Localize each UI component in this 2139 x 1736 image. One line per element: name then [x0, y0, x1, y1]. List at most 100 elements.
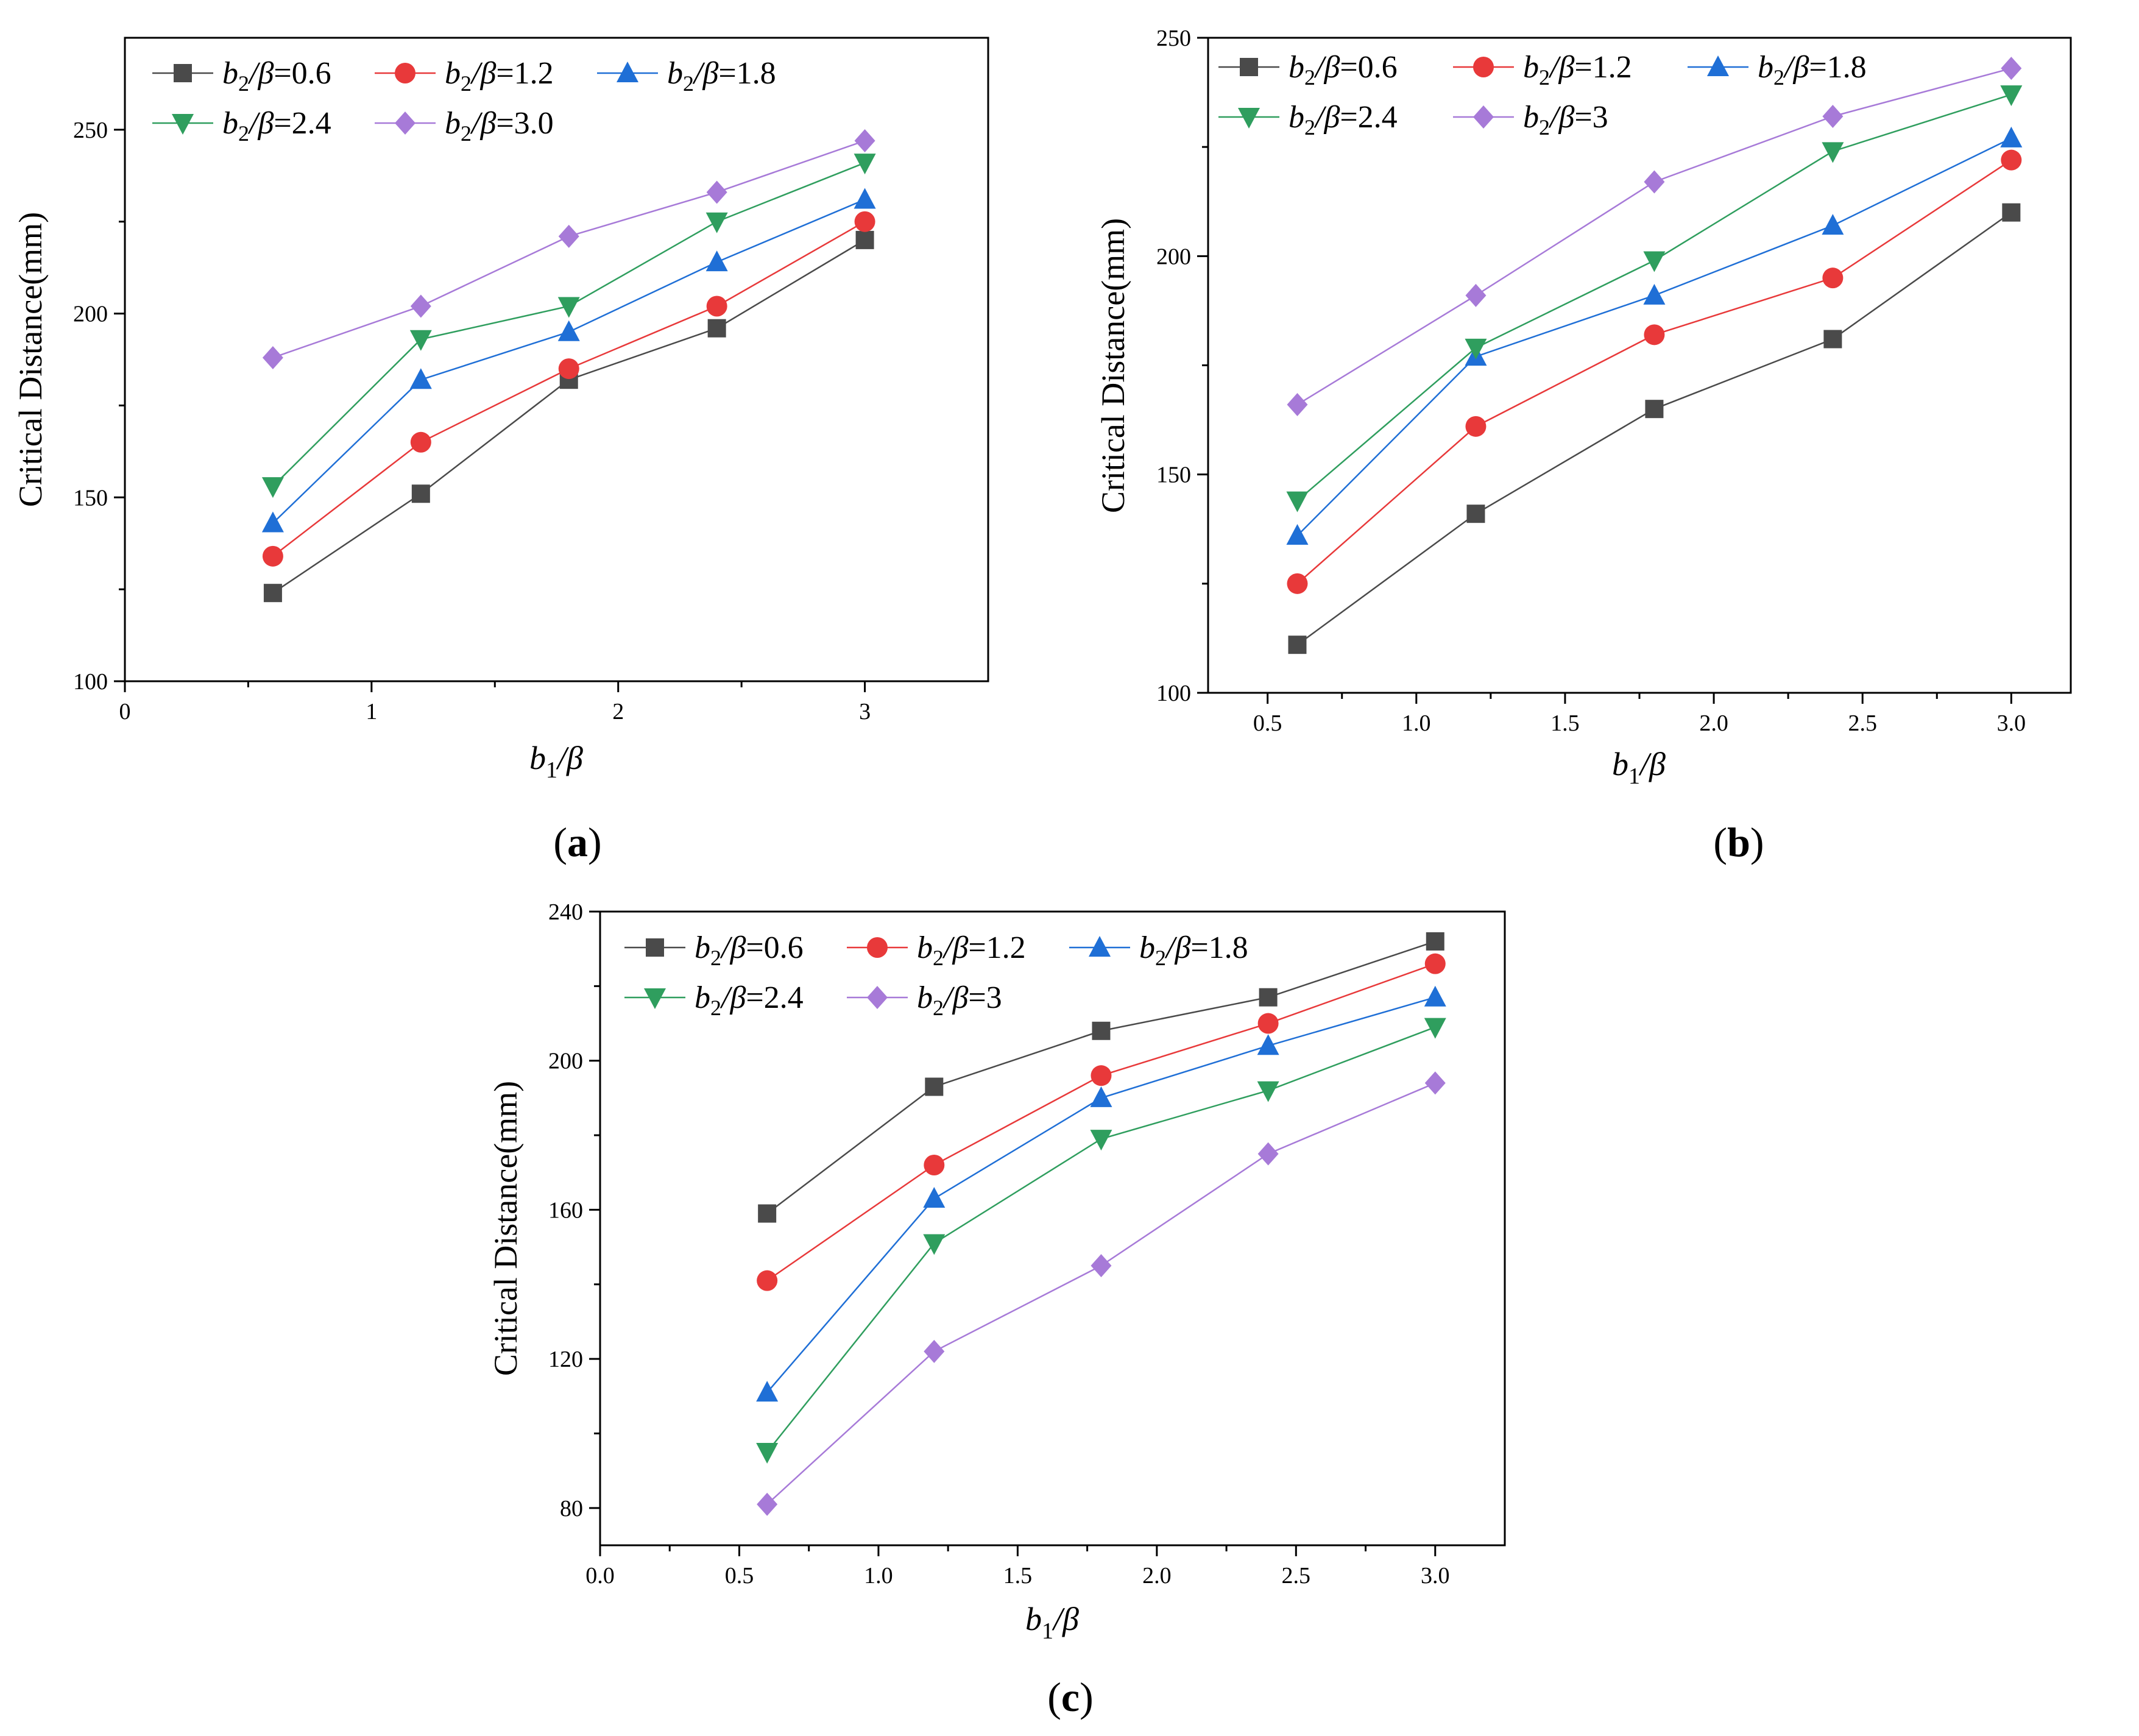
legend-marker — [867, 937, 888, 958]
legend-entry: b2/β=0.6 — [695, 930, 804, 970]
data-point — [1426, 932, 1444, 951]
y-tick-label: 200 — [73, 302, 108, 327]
x-tick-label: 0.5 — [1253, 710, 1282, 736]
data-point — [261, 511, 284, 533]
data-point — [706, 296, 727, 317]
data-point — [1822, 142, 1844, 163]
data-point — [557, 320, 580, 341]
data-point — [1644, 324, 1665, 345]
series-line — [1296, 159, 2012, 584]
legend-marker — [1238, 108, 1260, 129]
data-point — [1257, 1034, 1279, 1055]
y-tick-label: 200 — [548, 1049, 583, 1074]
y-tick-label: 80 — [560, 1496, 583, 1522]
y-axis-title: Critical Distance(mm) — [12, 212, 49, 507]
panel-label: (b) — [1713, 819, 1764, 865]
data-point — [1257, 1142, 1279, 1166]
data-point — [1643, 251, 1666, 272]
y-tick-label: 150 — [1156, 462, 1191, 488]
x-tick-label: 1 — [366, 699, 377, 725]
data-point — [2002, 203, 2021, 222]
legend-marker — [395, 112, 415, 135]
chart-panel-c: 0.0 0.5 1.0 1.5 2.0 2.5 3.0 80 120 160 200 240 Criti… — [487, 899, 1506, 1720]
data-point — [705, 250, 728, 272]
data-point — [262, 345, 283, 369]
chart-panel-a: 0 1 2 3 100 150 200 250 Critical Distance(mm) b1/… — [12, 37, 989, 865]
y-tick-label: 100 — [73, 669, 108, 695]
data-point — [925, 1077, 944, 1096]
data-point — [1465, 338, 1487, 360]
legend-marker — [1473, 57, 1494, 77]
data-point — [558, 224, 579, 248]
data-point — [1822, 267, 1844, 289]
data-point — [1286, 524, 1309, 545]
data-point — [924, 1339, 945, 1363]
legend-entry: b2/β=3 — [1523, 100, 1608, 140]
legend-marker — [395, 63, 415, 83]
data-point — [1090, 1130, 1112, 1151]
x-axis-title: b1/β — [1612, 746, 1666, 789]
data-point — [1645, 400, 1664, 419]
data-point — [757, 1492, 778, 1516]
data-point — [1644, 170, 1665, 194]
data-point — [2000, 85, 2023, 107]
data-point — [1287, 573, 1308, 594]
x-tick-label: 0.0 — [585, 1563, 615, 1589]
data-point — [1424, 985, 1446, 1007]
y-axis-title: Critical Distance(mm) — [1095, 218, 1131, 513]
data-point — [707, 319, 726, 338]
x-tick-label: 1.5 — [1550, 710, 1580, 736]
legend-entry: b2/β=2.4 — [222, 106, 331, 146]
data-point — [924, 1155, 945, 1175]
data-point — [705, 212, 728, 233]
data-point — [1823, 330, 1842, 349]
series-line — [1296, 67, 2012, 406]
data-point — [1424, 953, 1446, 974]
data-point — [1466, 505, 1485, 523]
x-tick-label: 3.0 — [1997, 710, 2026, 736]
data-point — [1090, 1086, 1112, 1107]
series-line — [272, 221, 866, 557]
x-tick-label: 1.0 — [864, 1563, 893, 1589]
data-point — [558, 358, 579, 380]
y-tick-label: 250 — [1156, 26, 1191, 51]
data-point — [1257, 1013, 1279, 1034]
legend-entry: b2/β=2.4 — [1289, 100, 1398, 140]
data-point — [2000, 126, 2023, 147]
legend-entry: b2/β=1.8 — [1139, 930, 1248, 970]
panel-label: (a) — [553, 819, 601, 865]
series-line — [272, 239, 866, 594]
data-point — [1286, 491, 1309, 512]
legend-marker — [1240, 58, 1258, 76]
series-line — [766, 996, 1436, 1393]
y-tick-label: 100 — [1156, 681, 1191, 706]
legend-entry: b2/β=3.0 — [445, 106, 554, 146]
y-axis-title: Critical Distance(mm) — [487, 1081, 524, 1376]
legend-entry: b2/β=1.2 — [917, 930, 1026, 970]
legend-marker — [172, 114, 194, 135]
data-point — [262, 545, 283, 567]
legend-entry: b2/β=1.8 — [1758, 50, 1867, 90]
data-point — [263, 584, 282, 603]
data-point — [1822, 214, 1844, 235]
panel-label: (c) — [1047, 1674, 1094, 1720]
legend-entry: b2/β=0.6 — [1289, 50, 1398, 90]
data-point — [1288, 636, 1307, 654]
data-point — [923, 1187, 946, 1208]
data-point — [923, 1234, 946, 1255]
legend-marker — [646, 938, 664, 957]
data-point — [1465, 283, 1487, 307]
data-point — [409, 368, 432, 389]
data-point — [1091, 1065, 1112, 1086]
legend-marker — [1707, 55, 1729, 76]
data-point — [1643, 283, 1666, 305]
y-tick-label: 160 — [548, 1197, 583, 1223]
data-point — [854, 188, 876, 209]
y-tick-label: 120 — [548, 1347, 583, 1372]
data-point — [855, 230, 874, 249]
plot-frame — [1207, 37, 2072, 694]
x-tick-label: 2.0 — [1699, 710, 1728, 736]
x-tick-label: 2 — [612, 699, 624, 725]
data-point — [1259, 988, 1278, 1007]
plot-frame — [124, 37, 989, 682]
